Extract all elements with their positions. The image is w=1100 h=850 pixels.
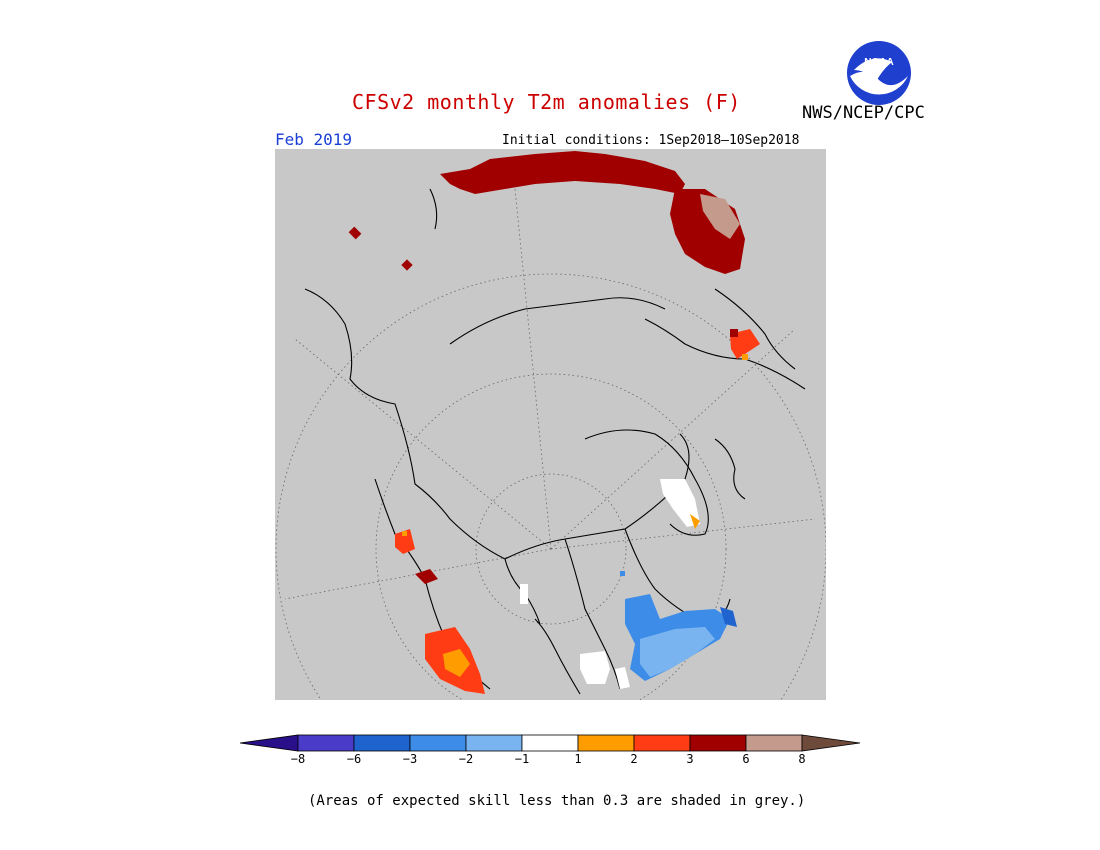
colorbar-tick-label: −3 bbox=[402, 752, 418, 766]
colorbar-tick-label: −1 bbox=[514, 752, 530, 766]
colorbar-cell bbox=[297, 734, 355, 752]
colorbar-cell bbox=[353, 734, 411, 752]
colorbar bbox=[239, 734, 861, 752]
graticule bbox=[275, 188, 826, 700]
colorbar-cell bbox=[577, 734, 635, 752]
colorbar-cell bbox=[745, 734, 803, 752]
forecast-month: Feb 2019 bbox=[275, 130, 353, 149]
colorbar-tick-label: 2 bbox=[630, 752, 638, 766]
skill-footnote: (Areas of expected skill less than 0.3 a… bbox=[308, 793, 806, 809]
colorbar-cell bbox=[521, 734, 579, 752]
chart-title: CFSv2 monthly T2m anomalies (F) bbox=[352, 90, 741, 114]
initial-conditions: Initial conditions: 1Sep2018—10Sep2018 bbox=[502, 133, 800, 148]
colorbar-cell bbox=[633, 734, 691, 752]
agency-label: NWS/NCEP/CPC bbox=[802, 103, 925, 123]
colorbar-extension-high bbox=[801, 734, 861, 752]
noaa-logo: NOAA bbox=[847, 41, 911, 105]
svg-text:NOAA: NOAA bbox=[864, 57, 893, 68]
colorbar-cell bbox=[409, 734, 467, 752]
colorbar-tick-label: −6 bbox=[346, 752, 362, 766]
colorbar-tick-label: 6 bbox=[742, 752, 750, 766]
colorbar-extension-low bbox=[239, 734, 299, 752]
colorbar-tick-label: 3 bbox=[686, 752, 694, 766]
colorbar-tick-label: 8 bbox=[798, 752, 806, 766]
colorbar-cell bbox=[465, 734, 523, 752]
colorbar-cell bbox=[689, 734, 747, 752]
colorbar-tick-label: 1 bbox=[574, 752, 582, 766]
colorbar-tick-label: −2 bbox=[458, 752, 474, 766]
colorbar-tick-label: −8 bbox=[290, 752, 306, 766]
anomaly-patches bbox=[348, 151, 760, 694]
polar-map bbox=[275, 149, 826, 700]
colorbar-ticks: −8 −6 −3 −2 −1 1 2 3 6 8 bbox=[238, 752, 862, 768]
